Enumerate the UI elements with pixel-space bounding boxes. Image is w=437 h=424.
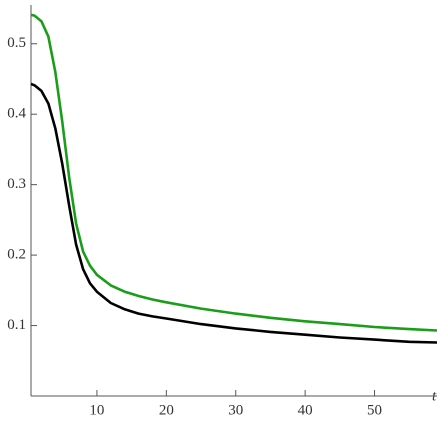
y-tick-label: 0.4	[7, 106, 26, 122]
x-tick-label: 50	[367, 402, 382, 418]
y-tick-label: 0.2	[7, 247, 26, 263]
y-tick-label: 0.5	[7, 35, 26, 51]
x-tick-label: 30	[228, 402, 243, 418]
y-tick-label: 0.3	[7, 176, 26, 192]
x-tick-label: 10	[89, 402, 104, 418]
y-tick-label: 0.1	[7, 317, 26, 333]
x-tick-label: 20	[159, 402, 174, 418]
line-series	[30, 82, 437, 344]
x-tick-label: 40	[298, 402, 313, 418]
line-series	[30, 13, 437, 332]
